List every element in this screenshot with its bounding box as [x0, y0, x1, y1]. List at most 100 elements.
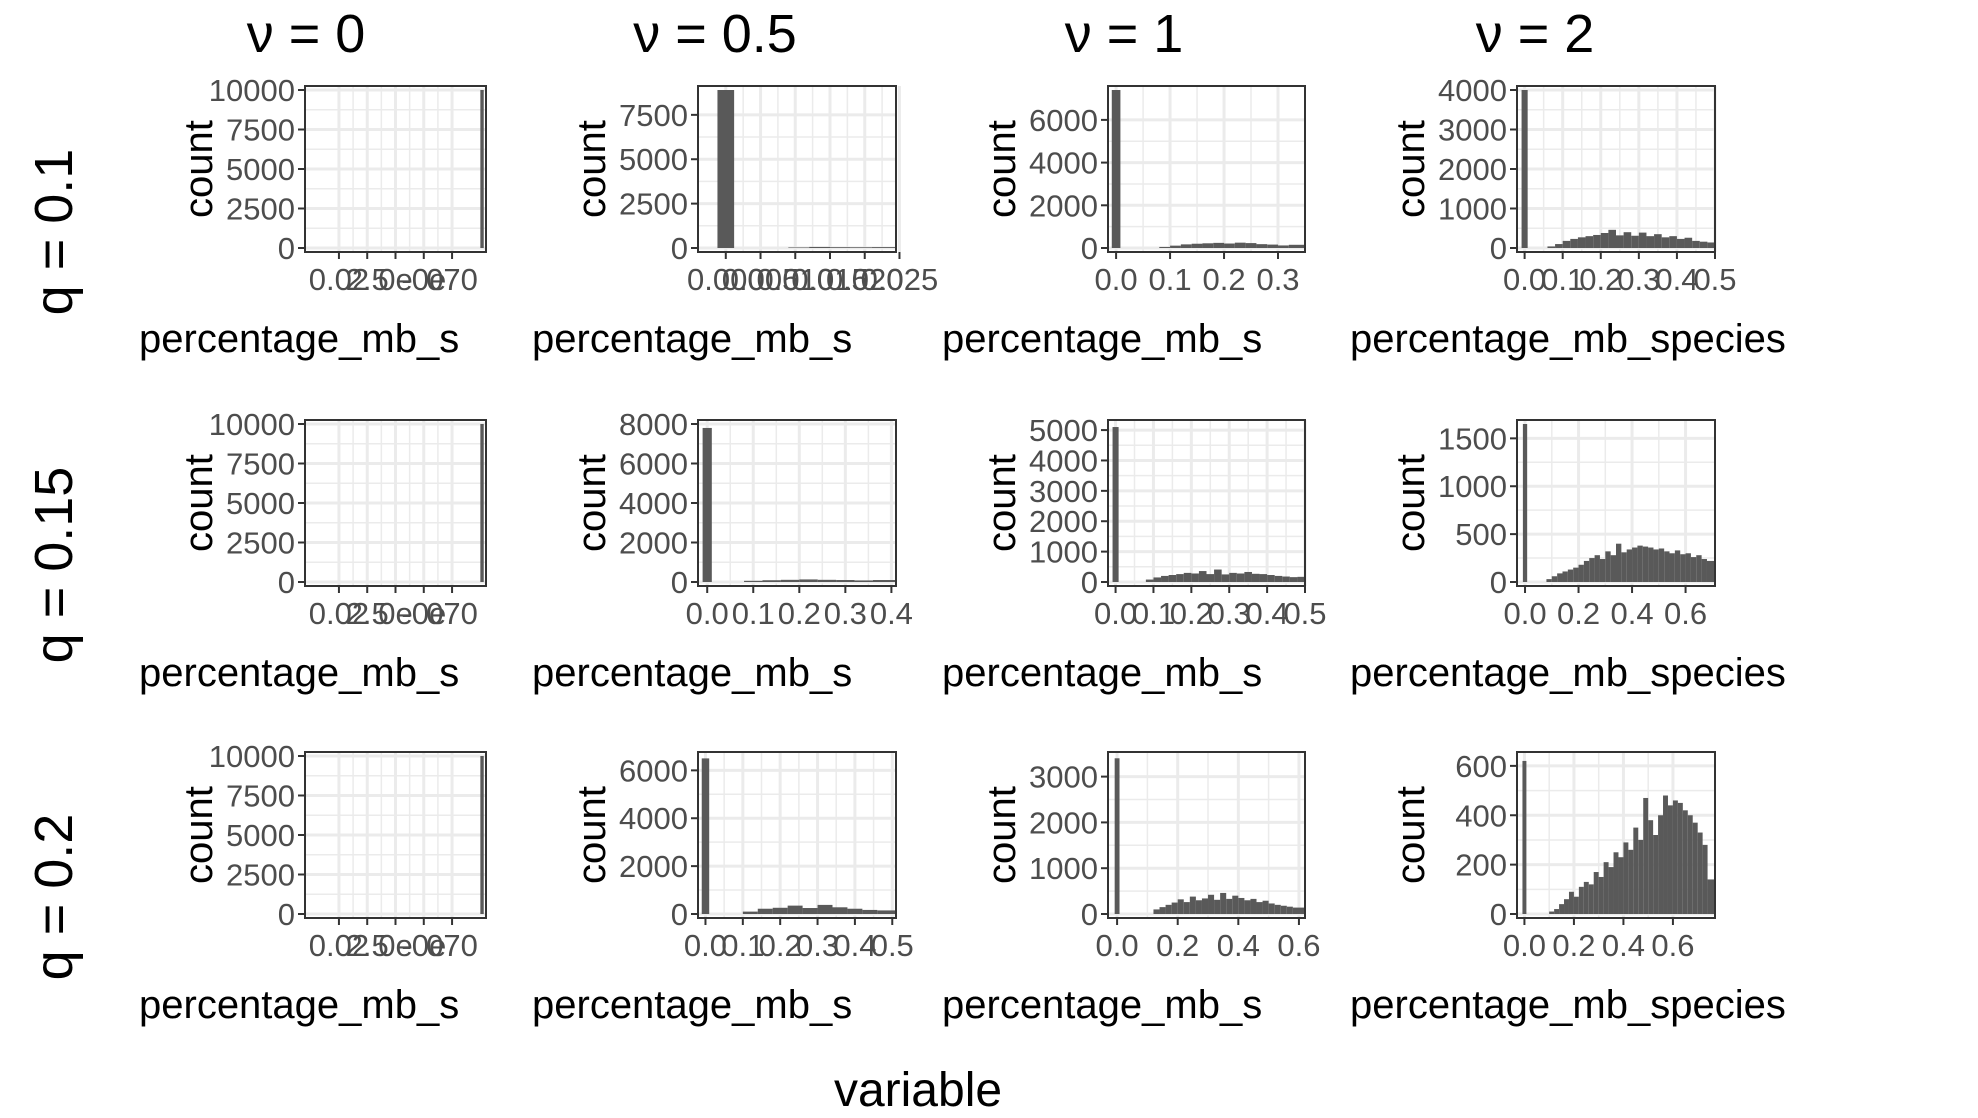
y-tick-label: 3000 — [1438, 113, 1507, 148]
x-tick-label: -0e — [401, 596, 446, 631]
y-tick-label: 0 — [278, 565, 295, 600]
histogram-panel: 0 1000 2000 3000 4000 0.00.10.20.30.40.5 count… — [1350, 73, 1786, 361]
y-tick-label: 1000 — [1438, 192, 1507, 227]
column-strip-label: ν = 0 — [247, 4, 366, 64]
histogram-bar — [1680, 554, 1686, 582]
histogram-bar — [1176, 574, 1184, 582]
bars-group — [1114, 758, 1305, 914]
bars-group — [480, 756, 484, 914]
histogram-bar — [799, 579, 818, 582]
histogram-bar — [1707, 879, 1715, 914]
histogram-bar — [787, 905, 803, 914]
x-tick-label: 0.0 — [1503, 928, 1546, 963]
bars-group — [1522, 424, 1715, 582]
y-axis-label: count — [980, 786, 1024, 884]
x-tick-label: 0.4 — [1655, 262, 1698, 297]
y-tick-label: 5000 — [226, 818, 295, 853]
x-tick-label: 0.6 — [1651, 928, 1694, 963]
row-strip-label: q = 0.2 — [24, 814, 84, 981]
x-tick-label: 0.025 — [861, 262, 939, 297]
histogram-bar — [1214, 569, 1222, 582]
histogram-bar — [762, 580, 781, 582]
histogram-bar — [1220, 892, 1227, 914]
histogram-bar — [1159, 246, 1171, 248]
x-tick-label: 0.2 — [1552, 928, 1595, 963]
histogram-bar — [1159, 907, 1166, 914]
histogram-bar — [1588, 884, 1594, 914]
histogram-bar — [1256, 902, 1263, 914]
column-strip-label: ν = 0.5 — [633, 4, 797, 64]
histogram-bar — [1165, 904, 1172, 914]
x-tick-label: 0.3 — [824, 596, 867, 631]
histogram-bar — [1289, 577, 1298, 582]
x-tick-label: 2.5 — [346, 262, 389, 297]
histogram-bar — [1707, 242, 1715, 248]
histogram-bar — [1663, 795, 1668, 914]
y-tick-label: 8000 — [619, 407, 688, 442]
y-tick-label: 6000 — [619, 447, 688, 482]
histogram-bar — [1664, 551, 1670, 582]
histogram-bar — [1282, 576, 1290, 582]
y-tick-label: 5000 — [226, 152, 295, 187]
histogram-bar — [1213, 242, 1225, 248]
histogram-bar — [1195, 900, 1202, 914]
x-tick-label: 0.2 — [1156, 928, 1199, 963]
histogram-bar — [1214, 899, 1221, 914]
histogram-bar — [1153, 909, 1160, 914]
histogram-bar — [1236, 573, 1245, 582]
histogram-bar — [1112, 427, 1119, 582]
histogram-bar — [1522, 424, 1528, 582]
histogram-bar — [1183, 902, 1190, 914]
histogram-bar — [1605, 551, 1611, 582]
y-tick-label: 0 — [1490, 565, 1507, 600]
histogram-bar — [1593, 872, 1599, 914]
histogram-bar — [817, 904, 833, 914]
bars-group — [480, 424, 484, 582]
x-tick-label: 0.02 — [309, 596, 369, 631]
y-tick-label: 0 — [1081, 231, 1098, 266]
histogram-bar — [1578, 886, 1584, 914]
y-tick-label: 1000 — [1438, 469, 1507, 504]
histogram-bar — [1653, 835, 1659, 914]
histogram-bar — [1191, 573, 1199, 582]
histogram-bar — [1603, 862, 1609, 914]
y-axis-label: count — [1389, 786, 1433, 884]
x-tick-label: 0.4 — [1610, 596, 1653, 631]
x-tick-label: 0.02 — [309, 928, 369, 963]
histogram-panel: 0 2000 4000 6000 0.0 0.1 0.2 0.3 count percentage… — [942, 85, 1306, 361]
x-tick-label: 070 — [426, 928, 478, 963]
x-axis-label: percentage_mb_s — [532, 983, 852, 1027]
histogram-bar — [1238, 897, 1245, 914]
histogram-bar — [1161, 575, 1169, 582]
histogram-bar — [1594, 555, 1600, 582]
histogram-bar — [702, 427, 712, 582]
x-tick-label: 0.3 — [1256, 262, 1299, 297]
x-tick-label: 0.000 — [687, 262, 765, 297]
y-tick-label: 200 — [1455, 848, 1507, 883]
histogram-bar — [1202, 243, 1214, 248]
x-axis-label: percentage_mb_species — [1350, 651, 1786, 695]
histogram-bar — [1568, 891, 1574, 914]
histogram-bar — [836, 580, 855, 582]
histogram-bar — [1690, 557, 1697, 582]
histogram-bar — [1111, 90, 1121, 248]
histogram-bar — [1114, 758, 1120, 914]
x-axis-label: percentage_mb_s — [942, 317, 1262, 361]
histogram-bar — [1259, 574, 1268, 582]
histogram-bar — [1570, 238, 1578, 248]
histogram-panel: 0 1000 2000 3000 0.0 0.2 0.4 0.6 count percentage… — [942, 751, 1320, 1027]
panel-border — [1107, 419, 1306, 587]
histogram-bar — [1648, 820, 1654, 914]
x-tick-label: 0.0 — [1096, 928, 1139, 963]
x-tick-label: 0.2 — [1579, 262, 1622, 297]
x-axis-label: percentage_mb_s — [942, 651, 1262, 695]
x-tick-label: 0.1 — [1132, 596, 1175, 631]
x-tick-label: 0.0 — [1095, 262, 1138, 297]
histogram-bar — [1226, 898, 1233, 914]
histogram-panel: 0 2500 5000 7500 0.0000.0050.0100.0150.0200.… — [532, 85, 939, 361]
histogram-bar — [1674, 550, 1681, 582]
histogram-bar — [1618, 857, 1624, 914]
histogram-bar — [744, 580, 763, 582]
histogram-bar — [1262, 900, 1269, 914]
